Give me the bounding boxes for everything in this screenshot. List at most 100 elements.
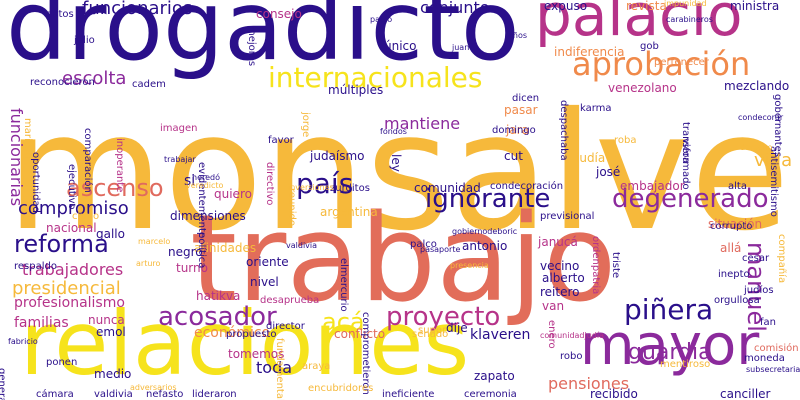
word-ascenso: ascenso [66, 174, 164, 202]
word-expuso: expuso [544, 0, 588, 13]
word-negro: negro [168, 245, 203, 259]
word-compromiso: compromiso [18, 198, 129, 219]
word-venezolano: venezolano [608, 81, 677, 95]
word-ministra: ministra [730, 0, 780, 13]
word-turno: turno [176, 261, 208, 275]
word-juan: juan [452, 43, 470, 52]
word-mejores: mejores [246, 26, 257, 67]
word-indiferencia: indiferencia [554, 45, 625, 59]
word-cesar: cesar [742, 253, 770, 264]
word-orgullosa: orgullosa [714, 295, 760, 306]
word-triste: triste [610, 252, 621, 279]
word-ponen: ponen [46, 357, 78, 368]
word-marcelo: marcelo [138, 237, 171, 246]
word-roba: roba [614, 135, 637, 146]
word-economico: económico [194, 325, 271, 341]
word-reforma: reforma [14, 230, 109, 258]
word-antonio: antonio [462, 239, 508, 253]
word-ineficiente: ineficiente [382, 389, 435, 400]
word-fondos: fondos [380, 127, 407, 136]
word-ley: ley [389, 154, 403, 172]
word-palco: palco [410, 239, 437, 250]
word-inoperante: inoperante [114, 138, 125, 193]
word-acosador: acosador [158, 302, 277, 332]
word-imagen: imagen [160, 123, 198, 134]
word-valdivia: valdivia [286, 241, 318, 250]
word-domingo: domingo [492, 125, 536, 136]
word-condecorar: condecorar [738, 113, 784, 122]
word-inepto: inepto [718, 269, 750, 280]
word-gob: gob [640, 41, 659, 52]
word-unico: único [384, 39, 417, 53]
word-judaismo: judaísmo [310, 149, 365, 163]
word-zurditos: zurditos [330, 183, 370, 194]
word-encubridores: encubridores [308, 383, 374, 394]
word-karma: karma [580, 103, 612, 114]
word-vecino: vecino [540, 259, 580, 273]
word-alberto: alberto [542, 271, 585, 285]
word-klaveren: klaveren [470, 327, 531, 343]
word-cut: cut [504, 149, 523, 163]
word-oriente: oriente [246, 255, 289, 269]
word-comision: comisión [754, 343, 799, 354]
word-corrupto: corrupto [710, 221, 753, 232]
word-vida: vida [754, 150, 793, 171]
word-favor: favor [268, 135, 294, 146]
word-valdivia: valdivia [94, 389, 133, 400]
word-impunidad: impunidad [664, 0, 707, 8]
word-dimensiones: dimensiones [170, 209, 246, 223]
word-proyecto: proyecto [386, 302, 501, 332]
word-trabajo: trabajo [190, 190, 617, 329]
word-araya: araya [302, 361, 331, 372]
word-gallo: gallo [96, 227, 125, 241]
word-lideraron: lideraron [192, 389, 237, 400]
word-afinidades: afinidades [194, 241, 257, 255]
word-pablo: pablo [370, 15, 393, 24]
word-van: van [542, 299, 565, 313]
word-nunca: nunca [88, 313, 125, 327]
word-alla: allá [720, 241, 742, 255]
word-ignorante: ignorante [425, 184, 551, 214]
word-judios: judíos [744, 285, 774, 296]
word-nefasto: nefasto [146, 389, 184, 400]
word-canciller: canciller [720, 387, 771, 400]
word-compania: compañía [776, 234, 787, 284]
word-pasar: pasar [504, 103, 538, 117]
word-tomemos: tomemos [228, 347, 285, 361]
word-previsional: previsional [540, 211, 595, 222]
word-director: director [266, 321, 305, 332]
word-aca: acá [322, 308, 365, 336]
word-presencia: presencia [450, 261, 489, 270]
word-maricon: maricón [22, 118, 33, 159]
word-veredicto: veredicto [186, 181, 224, 190]
word-robo: robo [560, 351, 583, 362]
word-moneda: moneda [744, 353, 785, 364]
word-despachaba: despachaba [558, 100, 569, 161]
word-respaldo: respaldo [14, 261, 57, 272]
word-toda: toda [256, 358, 293, 377]
word-revista: revista [626, 0, 667, 13]
word-si: si [184, 173, 196, 189]
word-trabajar: trabajar [164, 155, 196, 164]
word-palacio: palacio [535, 0, 743, 49]
word-propuesto: propuesto [226, 329, 277, 340]
word-degenerado: degenerado [612, 184, 769, 214]
word-cadem: cadem [132, 79, 166, 90]
word-ceremonia: ceremonia [464, 389, 517, 400]
word-consejo: consejo [256, 7, 302, 21]
word-mentiroso: mentiroso [660, 359, 711, 370]
word-zapato: zapato [474, 369, 515, 383]
word-fundamental: fundamental [274, 338, 285, 400]
word-conflicto: conflicto [334, 327, 386, 341]
word-hatikva: hatikva [196, 289, 241, 303]
word-inversiones: inversiones [288, 183, 334, 192]
word-conjunto: conjunto [420, 0, 490, 17]
word-mayor: mayor [580, 313, 760, 378]
word-reconocieron: reconocieron [30, 77, 95, 88]
word-ordenpatria: ordenpatria [590, 236, 601, 295]
word-drogadicto: drogadicto [6, 0, 520, 82]
word-relaciones: relaciones [20, 292, 470, 395]
word-jara: jara [506, 123, 529, 137]
word-datos: datos [46, 9, 74, 20]
